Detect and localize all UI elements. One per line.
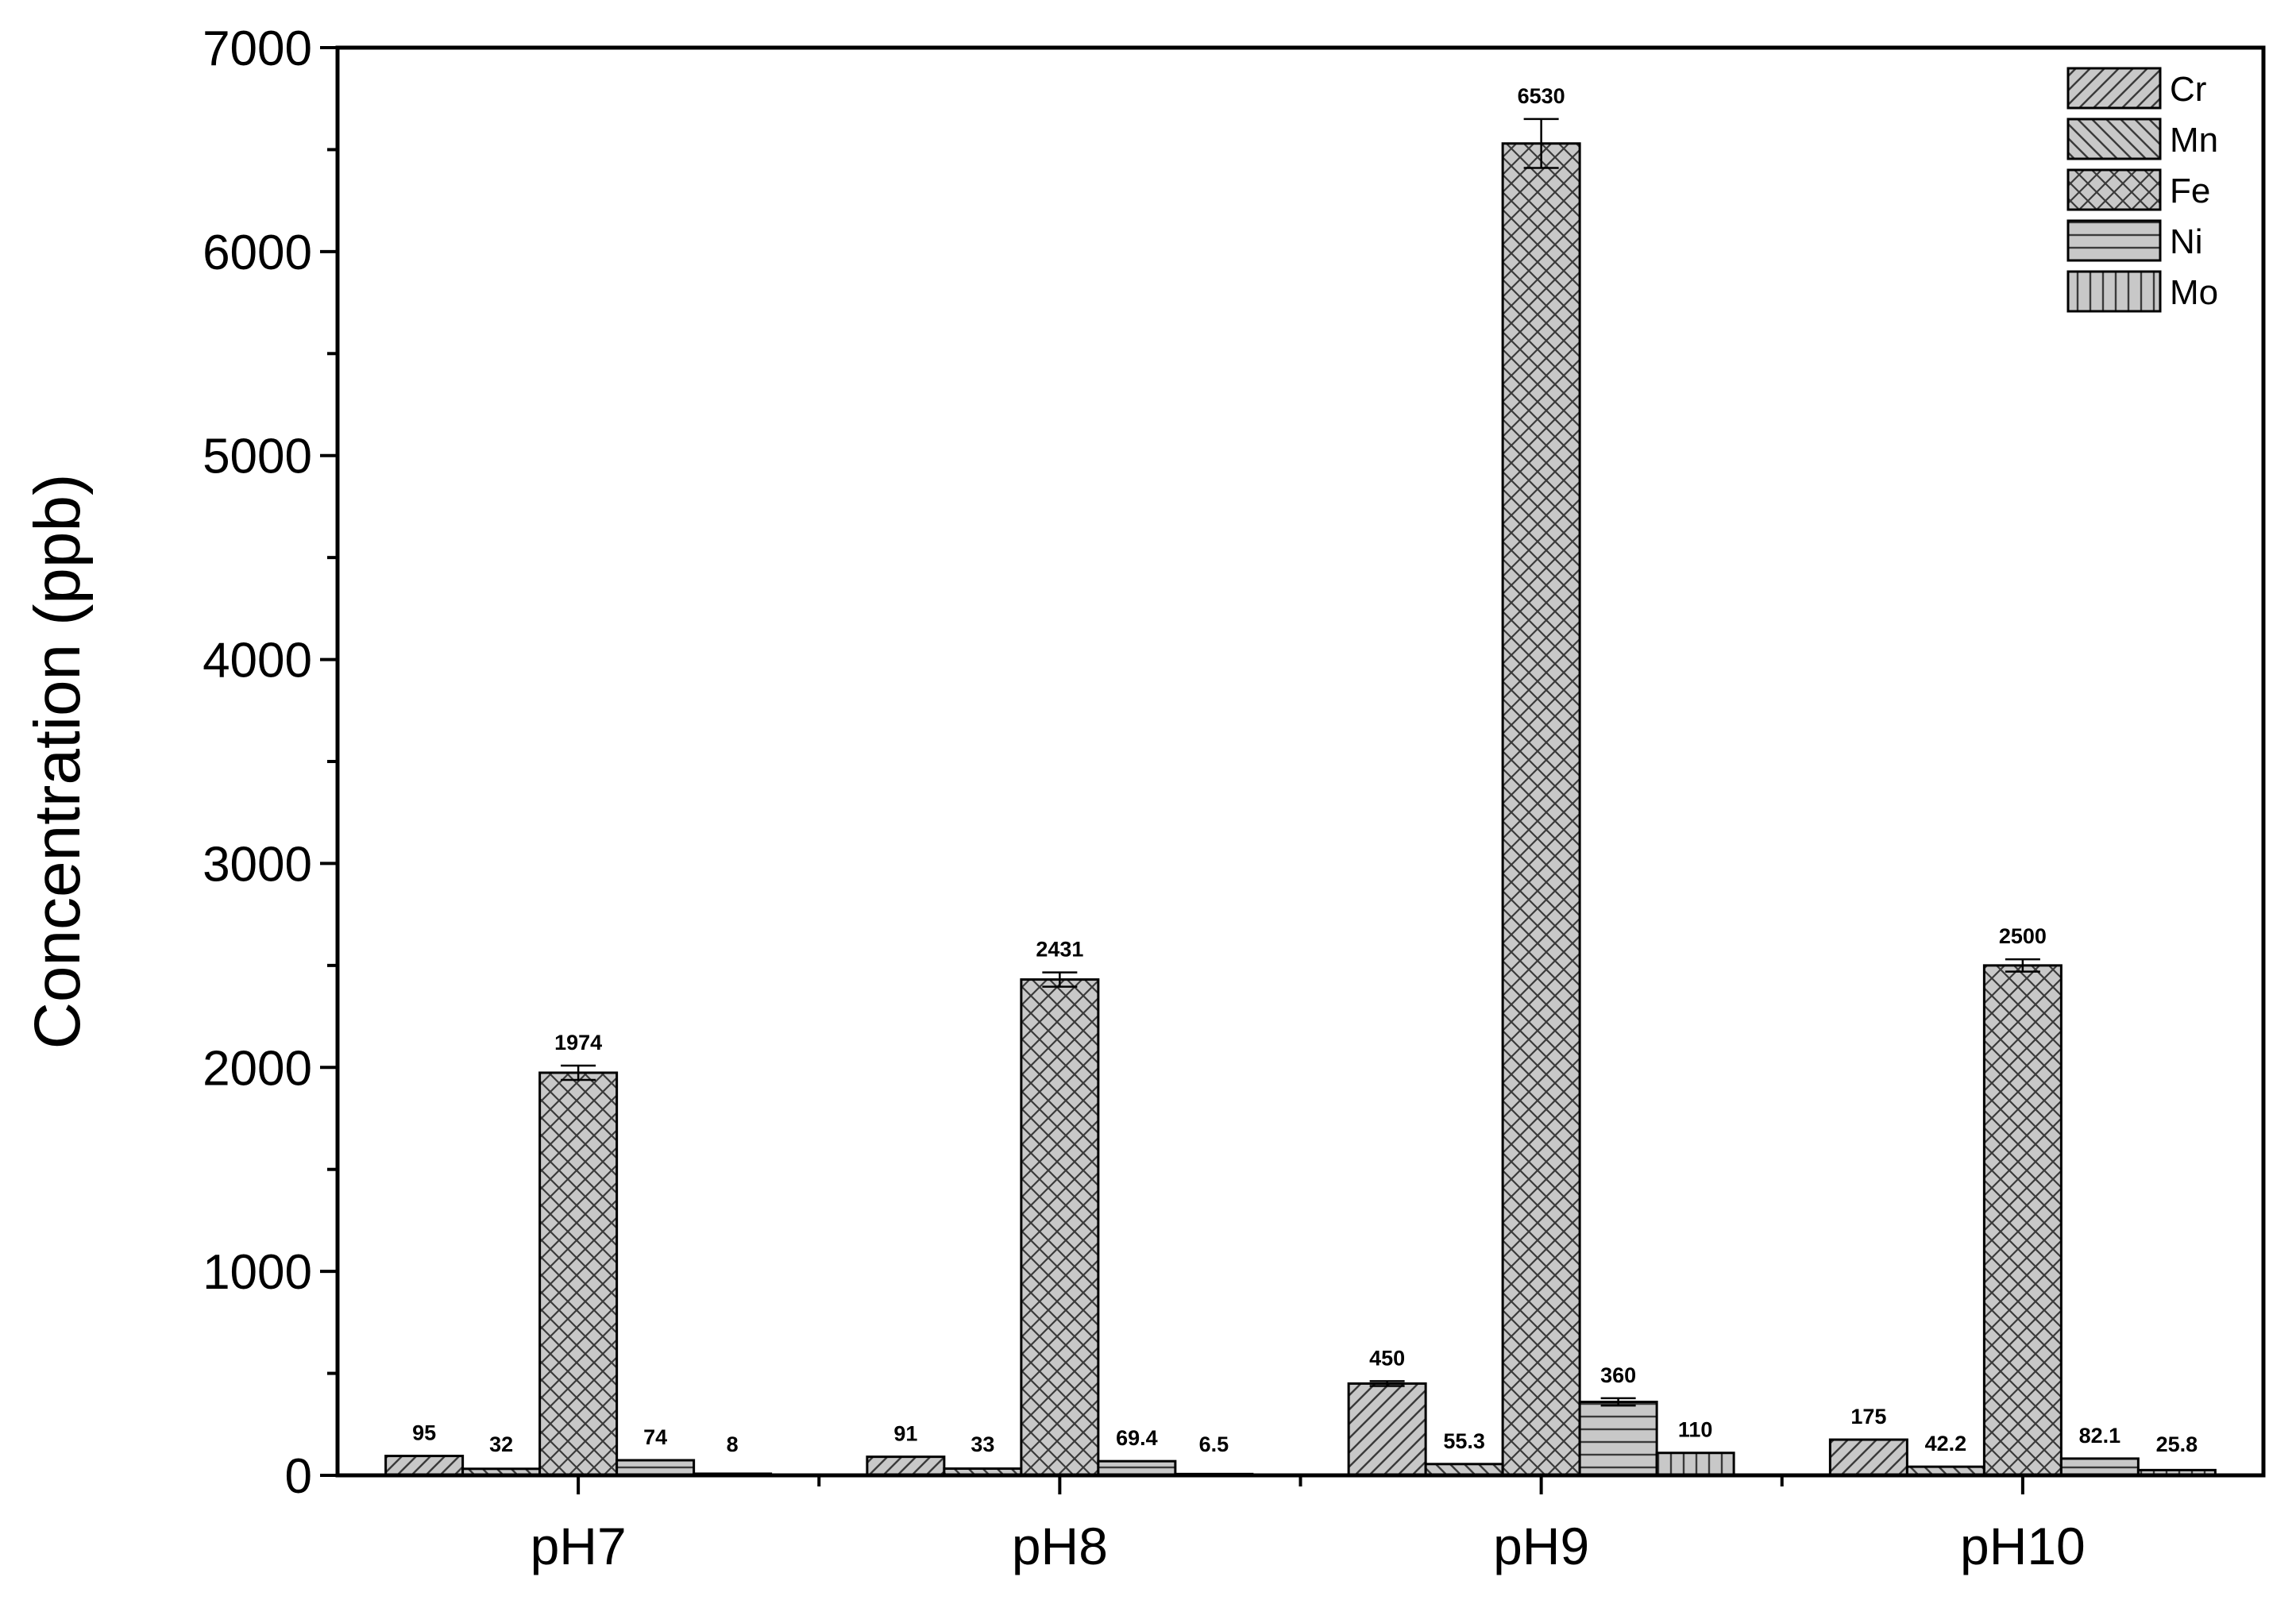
bar-ni-ph8 xyxy=(1097,1459,1177,1477)
bar-series-group xyxy=(384,142,2217,1477)
bar-fe-ph7 xyxy=(538,1071,619,1477)
legend-swatch-mn xyxy=(2066,118,2162,160)
plot-area-frame xyxy=(335,45,2266,1478)
data-label: 8 xyxy=(727,1432,739,1456)
y-tick-label: 0 xyxy=(285,1449,312,1504)
bar-cr-ph10 xyxy=(1828,1438,1908,1477)
data-labels: 95 91 450 175 32 33 55.3 42.2 1974 2431 6530 2500 74… xyxy=(412,84,2198,1456)
data-label: 55.3 xyxy=(1443,1429,1485,1453)
data-label: 450 xyxy=(1369,1346,1405,1370)
data-label: 6530 xyxy=(1518,84,1565,108)
bar-fe-ph9 xyxy=(1501,142,1581,1477)
data-label: 2500 xyxy=(1999,924,2047,948)
legend-label: Mn xyxy=(2170,121,2218,160)
legend: Cr Mn Fe Ni Mo xyxy=(2066,67,2218,313)
data-label: 2431 xyxy=(1036,938,1083,962)
y-axis-title: Concentration (ppb) xyxy=(21,474,94,1050)
y-tick-label: 6000 xyxy=(203,226,312,280)
data-label: 1974 xyxy=(554,1031,602,1054)
bar-mo-ph9 xyxy=(1655,1452,1735,1477)
y-tick-label: 4000 xyxy=(203,634,312,688)
legend-label: Ni xyxy=(2170,222,2203,261)
data-label: 360 xyxy=(1600,1363,1636,1387)
data-label: 110 xyxy=(1678,1418,1713,1442)
y-axis-ticks: 0 1000 2000 3000 4000 5000 6000 7000 xyxy=(203,21,338,1504)
bar-cr-ph9 xyxy=(1347,1382,1427,1477)
y-tick-label: 1000 xyxy=(203,1245,312,1300)
x-category-label: pH8 xyxy=(1012,1517,1108,1575)
x-category-label: pH10 xyxy=(1960,1517,2086,1575)
error-bars xyxy=(561,118,2040,1407)
bar-fe-ph10 xyxy=(1982,964,2063,1477)
data-label: 175 xyxy=(1850,1405,1886,1428)
legend-swatch-fe xyxy=(2066,168,2162,211)
bar-ni-ph10 xyxy=(2059,1457,2140,1477)
data-label: 25.8 xyxy=(2156,1432,2198,1456)
bar-fe-ph8 xyxy=(1020,978,1100,1477)
bar-cr-ph8 xyxy=(866,1455,946,1477)
data-label: 91 xyxy=(893,1422,917,1446)
legend-label: Cr xyxy=(2170,70,2206,109)
legend-label: Mo xyxy=(2170,273,2218,312)
bar-ni-ph9 xyxy=(1578,1401,1658,1477)
data-label: 6.5 xyxy=(1199,1432,1229,1456)
data-label: 74 xyxy=(643,1425,667,1449)
y-tick-label: 5000 xyxy=(203,430,312,484)
legend-label: Fe xyxy=(2170,172,2210,210)
data-label: 82.1 xyxy=(2079,1424,2121,1448)
legend-swatch-cr xyxy=(2066,67,2162,110)
y-tick-label: 7000 xyxy=(203,21,312,76)
data-label: 32 xyxy=(489,1432,513,1456)
legend-swatch-mo xyxy=(2066,270,2162,313)
bar-cr-ph7 xyxy=(384,1455,465,1477)
bar-ni-ph7 xyxy=(615,1459,696,1477)
legend-swatch-ni xyxy=(2066,219,2162,262)
y-tick-label: 2000 xyxy=(203,1041,312,1096)
x-category-label: pH7 xyxy=(531,1517,627,1575)
data-label: 95 xyxy=(412,1421,436,1445)
data-label: 33 xyxy=(970,1432,994,1456)
y-tick-label: 3000 xyxy=(203,837,312,892)
data-label: 69.4 xyxy=(1116,1426,1158,1450)
x-category-label: pH9 xyxy=(1493,1517,1589,1575)
data-label: 42.2 xyxy=(1925,1432,1967,1455)
x-axis-ticks: pH7 pH8 pH9 pH10 xyxy=(531,1475,2086,1575)
